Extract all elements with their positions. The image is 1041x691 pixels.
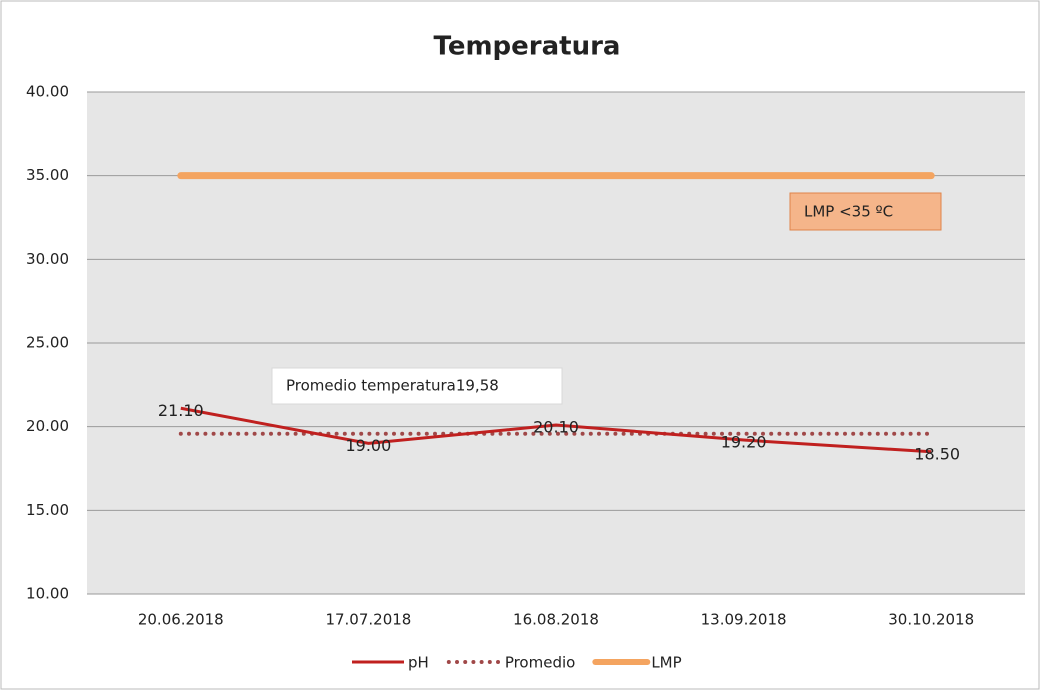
x-tick-label: 13.09.2018 — [701, 611, 787, 629]
annotation-box — [271, 367, 563, 405]
x-tick-label: 17.07.2018 — [325, 611, 411, 629]
series-layer — [177, 172, 935, 454]
data-label: 19.00 — [345, 436, 391, 455]
x-tick-label: 20.06.2018 — [138, 611, 224, 629]
data-label: 21.10 — [158, 401, 204, 420]
legend: pH Promedio LMP — [352, 654, 682, 672]
y-tick-label: 20.00 — [26, 417, 69, 435]
data-label: 19.20 — [721, 433, 767, 452]
annotation: Promedio temperatura19,58 — [286, 377, 499, 395]
labels-layer: 21.10 19.00 20.10 19.20 18.50 — [158, 401, 960, 464]
y-tick-label: 30.00 — [26, 250, 69, 268]
y-tick-label: 25.00 — [26, 334, 69, 352]
legend-label: LMP — [651, 654, 681, 672]
y-tick-label: 40.00 — [26, 83, 69, 101]
data-label: 18.50 — [914, 444, 960, 463]
chart-title: Temperatura — [434, 32, 621, 62]
x-tick-label: 16.08.2018 — [513, 611, 599, 629]
annotation: LMP <35 ºC — [804, 203, 893, 221]
data-label: 20.10 — [533, 417, 579, 436]
legend-label: Promedio — [505, 654, 576, 672]
y-tick-label: 10.00 — [26, 585, 69, 603]
y-tick-label: 15.00 — [26, 501, 69, 519]
x-tick-label: 30.10.2018 — [888, 611, 974, 629]
legend-label: pH — [408, 654, 429, 672]
series-line — [180, 406, 932, 454]
y-tick-label: 35.00 — [26, 166, 69, 184]
annotation-box — [789, 192, 942, 231]
